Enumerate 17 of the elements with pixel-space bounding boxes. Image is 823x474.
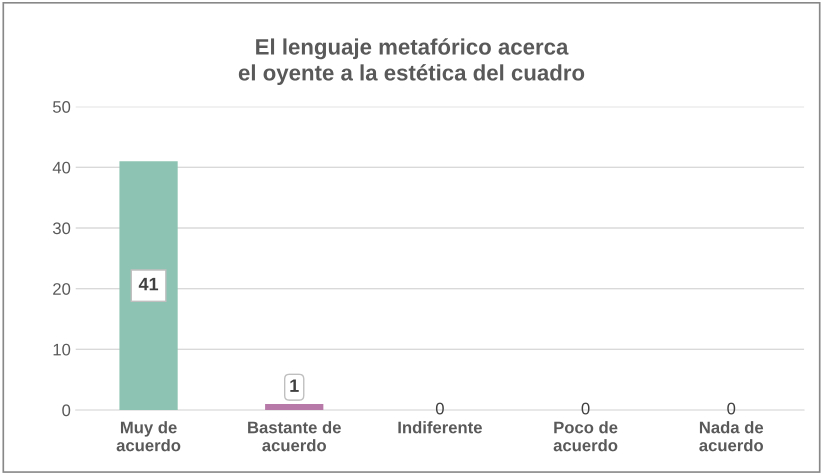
data-label: 1 (290, 379, 299, 392)
y-tick-label: 20 (53, 283, 70, 295)
y-tick-label: 30 (52, 222, 70, 234)
data-label: 0 (727, 402, 736, 414)
y-tick-label: 50 (52, 101, 70, 113)
data-label: 0 (582, 402, 590, 414)
y-tick-label: 40 (52, 162, 70, 174)
x-tick-label: Bastante de acuerdo (248, 421, 341, 452)
x-tick-label: Poco de acuerdo (554, 421, 618, 452)
x-tick-label: Nada de acuerdo (699, 421, 764, 452)
chart-title: El lenguaje metafórico acerca el oyente a la estética del cuadro (238, 38, 584, 86)
y-tick-label: 10 (54, 344, 70, 356)
x-tick-label: Muy de acuerdo (116, 421, 180, 452)
data-label: 0 (436, 402, 444, 414)
y-tick-label: 0 (62, 404, 70, 416)
data-label: 41 (138, 278, 158, 290)
x-tick-label: Indiferente (398, 421, 482, 434)
